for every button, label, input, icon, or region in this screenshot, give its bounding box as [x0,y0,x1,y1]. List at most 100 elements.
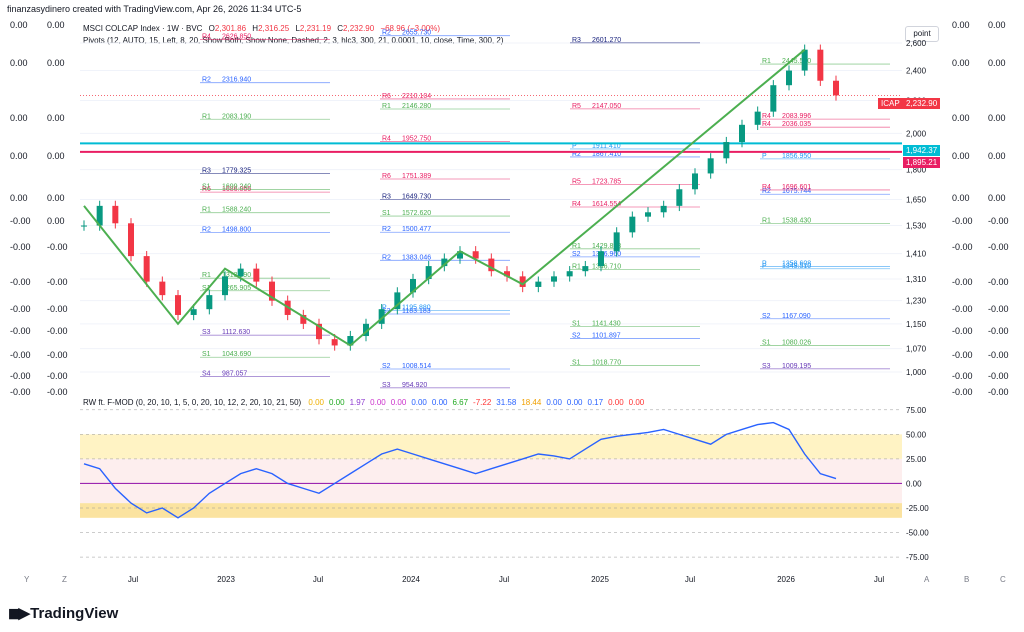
pivot-tag: R5 [572,178,581,185]
pivot-value: 2146.280 [402,103,431,110]
nav-letter: A [924,575,930,584]
line2-price-box: 1,895.21 [903,157,941,168]
pivots-legend[interactable]: Pivots (12, AUTO, 15, Left, 8, 20, Show … [83,36,504,45]
indicator-value: 1.97 [349,398,366,407]
low-value: 2,231.19 [299,24,332,33]
axis-zero-label: -0.00 [47,242,68,252]
price-tick: 1,650 [906,196,927,205]
open-label: O [208,24,215,33]
price-tick: 1,800 [906,166,927,175]
candle-body [222,276,228,296]
pivot-tag: R2 [572,151,581,158]
pivot-value: 1751.389 [402,173,431,180]
indicator-value: 0.00 [608,398,624,407]
candle-body [237,268,244,277]
pivot-value: 1346.710 [592,263,621,270]
high-value: 2,316.25 [258,24,290,33]
pivot-tag: R6 [382,173,391,180]
price-tick: 2,400 [906,67,927,76]
oscillator-chart[interactable] [80,394,902,568]
axis-zero-label: 0.00 [47,193,65,203]
price-chart[interactable]: R4 2626.850 R6 2210.104 R5 2147.050 R4 2083.996… [80,16,902,392]
price-tick: 1,230 [906,297,927,306]
pivot-tag: R1 [762,58,771,65]
price-scale[interactable]: 1,000 1,070 1,150 1,230 1,310 1,410 1,530 1,650… [902,16,950,392]
price-tick: 1,070 [906,345,927,354]
pivot-tag: S2 [572,251,581,258]
pivot-value: 1538.430 [782,218,811,225]
pivot-value: 987.057 [222,370,247,377]
candle-body [566,271,573,277]
axis-zero-label: -0.00 [10,242,31,252]
time-tick: Jul [313,575,323,584]
pivot-value: 1183.183 [402,308,431,315]
axis-zero-label: -0.00 [952,277,973,287]
price-tick: 2,000 [906,129,927,138]
pivot-value: 1723.785 [592,178,621,185]
pivot-value: 1675.744 [782,188,811,195]
axis-zero-label: -0.00 [988,242,1009,252]
time-tick: Jul [685,575,695,584]
axis-zero-label: 0.00 [47,113,65,123]
candle-body [269,281,275,301]
zigzag-line [83,48,806,347]
indicator-value: 0.00 [329,398,345,407]
axis-zero-label: -0.00 [10,371,31,381]
pivot-tag: S1 [572,360,581,367]
axis-zero-label: -0.00 [10,326,31,336]
osc-tick: 0.00 [906,479,922,488]
time-tick: 2025 [591,575,609,584]
scale-mode-button[interactable]: point [905,26,939,42]
pivot-tag: R2 [762,188,771,195]
indicator-value: 31.58 [496,398,517,407]
candle-body [739,124,745,143]
candle-body [519,276,526,287]
candle-body [645,212,651,217]
pivot-tag: R1 [572,263,581,270]
candle-body [488,258,495,272]
pivot-value: 2445.560 [782,58,811,65]
pivot-tag: S2 [762,313,771,320]
pivot-tag: S3 [202,329,211,336]
pivot-tag: R6 [382,93,391,100]
indicator-legend[interactable]: RW ft. F-MOD (0, 20, 10, 1, 5, 0, 20, 10… [83,398,654,407]
pivot-value: 1779.325 [222,168,251,175]
pivot-value: 1696.601 [782,184,811,191]
pivot-tag: S1 [202,285,211,292]
candle-body [535,281,542,287]
indicator-value: 6.67 [452,398,469,407]
pivot-value: 1498.800 [222,227,251,234]
pivot-value: 1018.770 [592,360,621,367]
time-tick: Jul [874,575,884,584]
candle-body [817,49,824,81]
pivot-tag: S2 [382,363,391,370]
axis-zero-label: -0.00 [10,216,31,226]
candle-body [143,256,150,282]
oscillator-scale[interactable]: 75.00 50.00 25.00 0.00 -25.00 -50.00 -75.00 [902,394,950,568]
lower-band [80,503,902,518]
pivot-value: 1101.897 [592,333,621,340]
symbol-name[interactable]: MSCI COLCAP Index · 1W · BVC [83,24,203,33]
candle-body [770,85,777,112]
pivot-tag: R4 [762,184,771,191]
pivot-value: 1500.477 [402,226,431,233]
pivot-tag: S1 [202,183,211,190]
candle-body [394,292,401,310]
axis-zero-label: 0.00 [47,216,65,226]
candle-body [81,225,87,227]
axis-zero-label: 0.00 [10,113,28,123]
pivot-tag: S2 [382,308,391,315]
axis-zero-label: -0.00 [988,371,1009,381]
indicator-value: 18.44 [521,398,542,407]
time-tick: Jul [499,575,509,584]
candle-body [457,251,463,259]
time-axis[interactable]: Jul 2023 Jul 2024 Jul 2025 Jul 2026 Jul Y Z A B C [0,570,1024,590]
candle-body [660,205,667,213]
pivot-tag: R4 [572,201,581,208]
pivot-value: 1867.410 [592,151,621,158]
axis-zero-label: 0.00 [10,193,28,203]
pivot-value: 1614.554 [592,201,621,208]
candle-body [707,158,714,174]
axis-zero-label: -0.00 [47,277,68,287]
candle-body [190,309,197,315]
